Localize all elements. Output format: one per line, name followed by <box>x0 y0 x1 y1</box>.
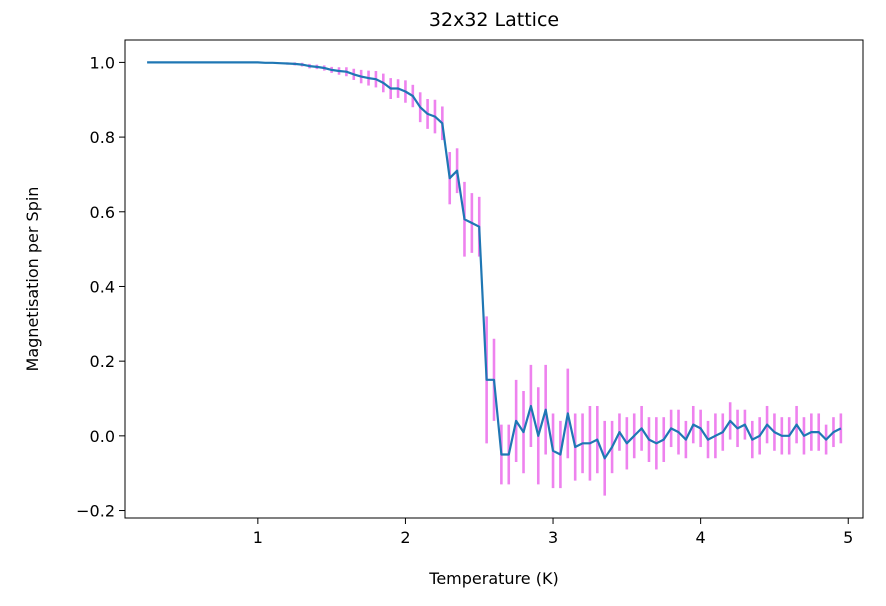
x-axis-ticks: 1 2 3 4 5 <box>253 518 853 547</box>
x-tick-label: 3 <box>548 528 558 547</box>
y-tick-label: 0.0 <box>90 427 115 446</box>
x-tick-label: 1 <box>253 528 263 547</box>
y-tick-label: 0.2 <box>90 352 115 371</box>
y-tick-label: 1.0 <box>90 53 115 72</box>
chart-title: 32x32 Lattice <box>429 9 559 31</box>
y-axis-ticks: −0.2 0.0 0.2 0.4 0.6 0.8 1.0 <box>76 53 125 521</box>
x-axis-label: Temperature (K) <box>428 569 558 588</box>
y-tick-label: 0.6 <box>90 203 115 222</box>
plot-frame <box>124 39 864 519</box>
series-line <box>147 61 842 460</box>
x-tick-label: 4 <box>696 528 706 547</box>
y-tick-label: 0.4 <box>90 277 115 296</box>
y-tick-label: 0.8 <box>90 128 115 147</box>
x-tick-label: 5 <box>843 528 853 547</box>
y-tick-label: −0.2 <box>76 502 115 521</box>
errorbars <box>263 62 843 496</box>
series-line-group <box>147 61 842 460</box>
x-tick-label: 2 <box>400 528 410 547</box>
y-axis-label: Magnetisation per Spin <box>23 187 42 372</box>
